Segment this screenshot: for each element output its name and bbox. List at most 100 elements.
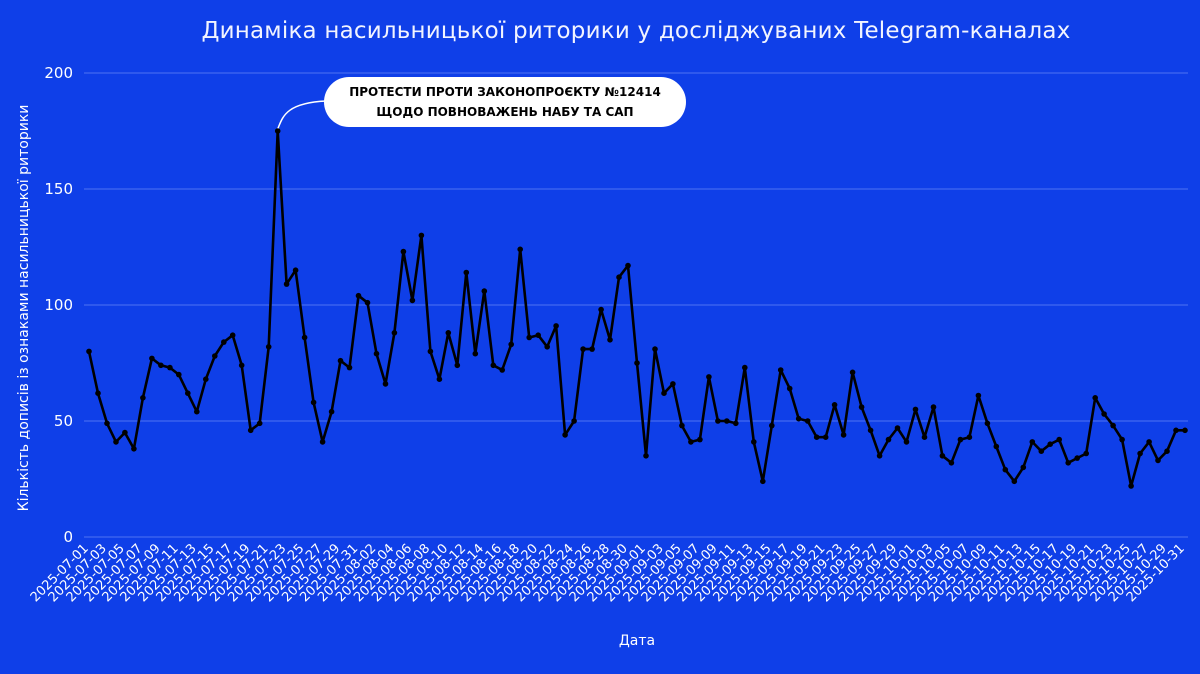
data-point [733,420,739,427]
x-axis-ticks: 2025-07-012025-07-032025-07-052025-07-07… [28,541,1188,605]
data-point [176,371,182,378]
data-point [634,360,640,366]
data-point [526,334,532,341]
data-point [346,364,353,371]
data-point [1029,439,1036,445]
data-point [247,427,254,434]
data-point [1101,411,1107,417]
data-point [957,436,964,443]
data-point [831,402,838,408]
data-point [777,367,784,373]
data-point [499,367,506,373]
data-point [382,381,389,387]
data-point [1038,448,1045,455]
data-point [1110,422,1116,429]
data-point [122,429,128,436]
y-tick-label: 0 [63,528,73,546]
data-point [562,432,568,438]
data-point [454,362,461,369]
data-point [490,362,497,369]
data-point [265,344,272,350]
data-point [715,418,721,424]
data-point [769,422,775,429]
data-point [131,446,137,452]
data-point [858,404,865,410]
data-point [589,346,595,352]
y-tick-label: 100 [44,296,73,314]
data-point [167,364,173,371]
data-point [688,439,694,445]
data-point [86,348,92,355]
data-point [580,346,586,352]
data-point [1146,439,1152,445]
data-point [544,344,550,350]
data-point [849,369,856,376]
data-point [185,390,191,397]
data-point [1083,450,1089,457]
annotation-pointer [277,100,327,130]
data-point [652,346,658,352]
data-point [427,348,434,355]
data-point [616,274,622,281]
y-tick-label: 50 [54,412,73,430]
data-point [373,350,380,357]
y-tick-label: 150 [44,180,73,198]
data-point [760,478,766,485]
data-point [508,341,514,348]
data-point [903,439,910,445]
annotation-line-1: ПРОТЕСТИ ПРОТИ ЗАКОНОПРОЄКТУ №12414 [349,85,661,99]
data-point [104,420,110,427]
data-point [95,390,101,397]
data-point [984,420,991,427]
data-point [256,420,263,427]
data-point [310,399,317,406]
data-point [445,330,452,336]
data-point [463,269,470,276]
data-point [212,353,218,359]
data-point [149,355,155,362]
data-point [1056,436,1062,443]
data-point [571,418,577,424]
data-point [418,232,425,239]
x-axis-label: Дата [619,633,655,649]
data-point [1128,483,1134,489]
data-point [1047,441,1053,448]
data-point [867,427,874,434]
data-point [481,288,488,294]
data-point [1155,457,1161,464]
data-point [1011,478,1018,485]
data-point [894,425,901,431]
data-point [661,390,667,397]
data-point [1173,427,1179,434]
data-point [804,418,811,424]
data-point [436,376,443,383]
data-point [598,306,604,313]
data-point [840,432,847,438]
data-point [1065,460,1071,466]
data-point [643,453,649,459]
data-point [158,362,164,369]
data-point [625,262,631,269]
data-point [679,422,685,429]
data-point [274,128,281,134]
data-point [319,439,326,445]
data-point [706,374,712,380]
data-point [194,408,200,415]
data-point [301,334,308,341]
data-point [1182,427,1188,434]
y-tick-label: 200 [44,64,73,82]
data-point [1137,450,1143,457]
data-point [912,406,919,413]
data-point [813,434,820,441]
data-point [966,434,973,441]
data-point [1074,455,1080,461]
data-point [885,436,892,443]
y-axis-label: Кількість дописів із ознаками насильниць… [16,105,32,512]
data-point [724,418,730,424]
data-point [670,381,676,387]
data-point [1164,448,1170,455]
data-point [472,350,479,357]
data-point [337,357,344,364]
data-point [822,434,829,441]
